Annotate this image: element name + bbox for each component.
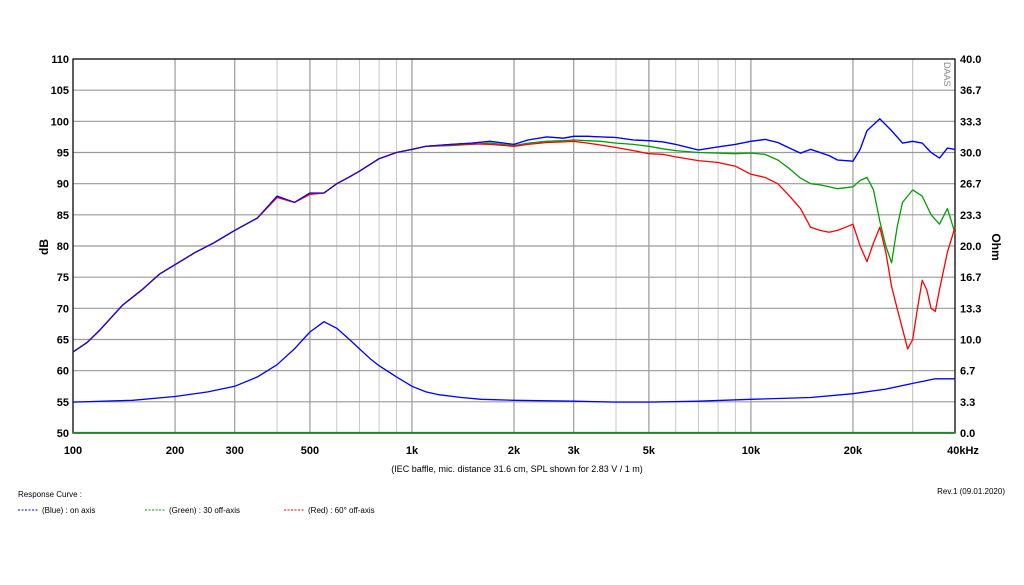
y-tick-label: 80	[57, 241, 69, 253]
y-tick-label: 60	[57, 366, 69, 378]
y-tick-label: 105	[51, 85, 69, 97]
y2-tick-label: 40.0	[960, 54, 981, 66]
y2-tick-label: 36.7	[960, 85, 981, 97]
y-tick-label: 55	[57, 397, 69, 409]
y-tick-label: 95	[57, 148, 69, 160]
y-tick-label: 100	[51, 116, 69, 128]
x-tick-label: 40kHz	[947, 445, 979, 457]
legend: (Blue) : on axis (Green) : 30 off-axis (Re…	[18, 506, 375, 515]
y-tick-label: 65	[57, 335, 69, 347]
y2-tick-label: 20.0	[960, 241, 981, 253]
x-tick-label: 20k	[844, 445, 863, 457]
impedance-series-line	[72, 321, 955, 403]
x-tick-label: 500	[301, 445, 319, 457]
y2-tick-label: 33.3	[960, 116, 981, 128]
y2-tick-label: 13.3	[960, 303, 981, 315]
y2-tick-label: 16.7	[960, 272, 981, 284]
y-tick-label: 90	[57, 179, 69, 191]
x-tick-label: 200	[166, 445, 184, 457]
x-tick-label: 10k	[742, 445, 761, 457]
y-axis-label: dB	[37, 239, 51, 255]
y-tick-label: 50	[57, 428, 69, 440]
y-tick-label: 110	[51, 54, 69, 66]
x-tick-label: 300	[226, 445, 244, 457]
ticks-layer: 100 200 300 500 1k 2k 3k 5k 10k 20k 40kHz 110 105 100…	[51, 54, 982, 457]
y2-tick-label: 26.7	[960, 179, 981, 191]
x-tick-label: 2k	[508, 445, 521, 457]
revision-text: Rev.1 (09.01.2020)	[937, 487, 1005, 496]
y-tick-label: 70	[57, 303, 69, 315]
y2-axis-label: Ohm	[989, 233, 1003, 260]
watermark-text: DAAS	[942, 62, 952, 87]
measurement-note: (IEC baffle, mic. distance 31.6 cm, SPL …	[391, 464, 643, 474]
y-tick-label: 75	[57, 272, 69, 284]
on-axis-series-line	[72, 118, 956, 353]
legend-entry: (Blue) : on axis	[42, 506, 95, 515]
legend-title: Response Curve :	[18, 490, 82, 499]
y2-tick-label: 6.7	[960, 366, 975, 378]
x-tick-label: 5k	[643, 445, 656, 457]
x-tick-label: 3k	[568, 445, 581, 457]
y2-tick-label: 30.0	[960, 148, 981, 160]
y2-tick-label: 10.0	[960, 335, 981, 347]
x-tick-label: 1k	[406, 445, 419, 457]
y2-tick-label: 23.3	[960, 210, 981, 222]
legend-entry: (Red) : 60° off-axis	[308, 506, 375, 515]
series-layer	[72, 118, 956, 434]
x-tick-label: 100	[64, 445, 82, 457]
y2-tick-label: 3.3	[960, 397, 975, 409]
y-tick-label: 85	[57, 210, 69, 222]
y2-tick-label: 0.0	[960, 428, 975, 440]
response-series-line	[72, 140, 956, 353]
legend-entry: (Green) : 30 off-axis	[169, 506, 240, 515]
